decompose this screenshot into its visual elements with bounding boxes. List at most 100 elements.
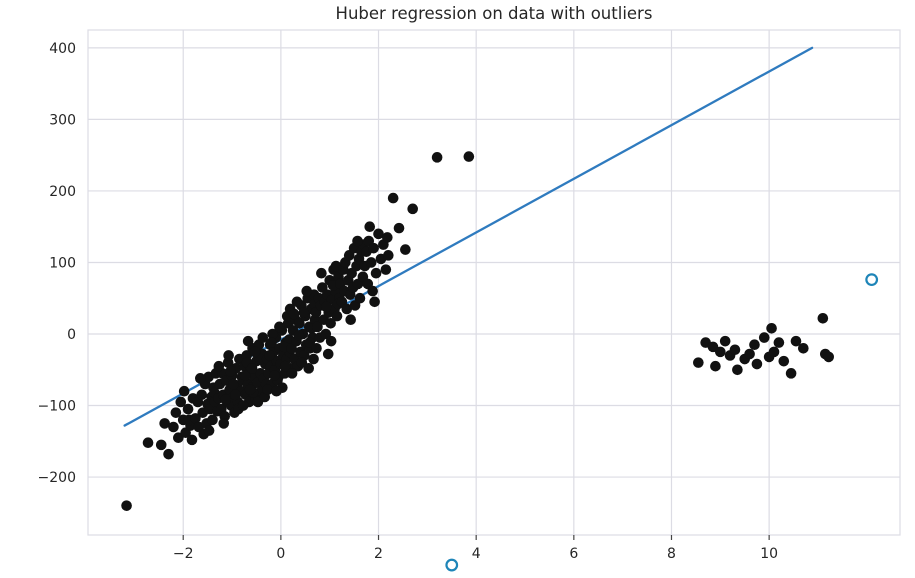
data-point — [320, 301, 332, 313]
data-point — [710, 360, 721, 372]
data-point — [369, 296, 380, 308]
x-tick-label: 8 — [667, 546, 676, 562]
data-point — [237, 400, 249, 411]
x-tick-label: 10 — [760, 546, 778, 562]
data-point — [785, 368, 797, 379]
data-point — [264, 350, 275, 361]
data-point — [244, 384, 256, 396]
data-point — [331, 310, 343, 322]
data-point — [168, 421, 179, 433]
data-point — [266, 337, 277, 348]
data-point — [322, 348, 334, 360]
data-point — [303, 363, 314, 374]
data-point — [203, 425, 215, 436]
data-point — [190, 413, 201, 424]
data-point — [186, 434, 198, 446]
data-point — [693, 357, 704, 368]
data-point — [773, 337, 785, 348]
data-point — [249, 346, 261, 358]
data-point — [239, 370, 251, 381]
x-tick-label: 2 — [374, 546, 383, 562]
data-point — [380, 264, 392, 275]
data-point — [288, 308, 300, 320]
data-point — [155, 439, 167, 451]
data-point — [749, 339, 760, 351]
data-point — [345, 314, 356, 325]
data-point — [257, 332, 269, 343]
data-point — [823, 351, 835, 363]
data-point — [715, 346, 726, 358]
data-point — [269, 370, 280, 381]
data-point — [286, 368, 298, 379]
data-point — [744, 348, 755, 360]
open-circle-marker — [865, 273, 879, 287]
data-point — [142, 437, 154, 449]
data-point — [387, 192, 399, 204]
data-point — [267, 328, 278, 340]
data-point — [163, 448, 174, 460]
data-point — [220, 394, 231, 406]
data-point — [393, 222, 405, 234]
data-point — [817, 312, 829, 324]
data-point — [341, 303, 353, 315]
data-point — [178, 385, 190, 397]
data-point — [311, 343, 322, 354]
data-point — [364, 221, 376, 233]
data-point — [279, 360, 291, 372]
x-tick-label: 4 — [472, 546, 481, 562]
data-point — [719, 335, 731, 347]
y-tick-label: 200 — [49, 184, 76, 200]
data-point — [262, 384, 273, 396]
data-point — [207, 414, 218, 426]
y-tick-label: 400 — [49, 41, 76, 57]
data-point — [732, 364, 743, 376]
data-point — [325, 317, 336, 329]
data-point — [729, 344, 741, 356]
y-tick-label: −100 — [38, 399, 76, 415]
data-point — [182, 403, 194, 415]
x-tick-label: 0 — [276, 546, 285, 562]
data-point — [196, 389, 208, 401]
data-point — [400, 244, 411, 255]
x-tick-label: 6 — [569, 546, 578, 562]
data-point — [778, 355, 790, 367]
data-point — [213, 360, 225, 372]
y-tick-label: −200 — [38, 470, 76, 486]
data-point — [766, 322, 777, 334]
data-point — [271, 385, 282, 397]
data-point — [463, 151, 475, 162]
data-point — [758, 332, 770, 343]
x-tick-label: −2 — [173, 546, 194, 562]
data-point — [223, 350, 234, 361]
data-point — [312, 321, 323, 333]
data-point — [407, 203, 419, 215]
data-point — [218, 418, 230, 429]
data-point — [368, 242, 379, 254]
y-tick-label: 300 — [49, 112, 76, 128]
data-point — [274, 321, 285, 333]
data-point — [768, 346, 780, 358]
data-point — [382, 250, 394, 261]
data-point — [298, 307, 310, 318]
data-point — [121, 500, 132, 511]
data-point — [159, 418, 170, 429]
data-point — [316, 267, 327, 279]
data-point — [195, 373, 206, 384]
data-point — [790, 335, 802, 347]
data-point — [370, 267, 382, 279]
y-tick-label: 100 — [49, 255, 76, 271]
open-circle-marker — [445, 558, 459, 572]
data-point — [228, 378, 239, 390]
chart-title: Huber regression on data with outliers — [335, 4, 653, 23]
data-point — [382, 232, 393, 243]
plot-frame — [87, 29, 901, 536]
data-point — [230, 389, 241, 401]
y-tick-label: 0 — [67, 327, 76, 343]
data-point — [367, 285, 378, 297]
data-point — [365, 257, 377, 268]
data-point — [225, 365, 236, 377]
data-point — [325, 335, 337, 347]
data-point — [291, 296, 303, 308]
